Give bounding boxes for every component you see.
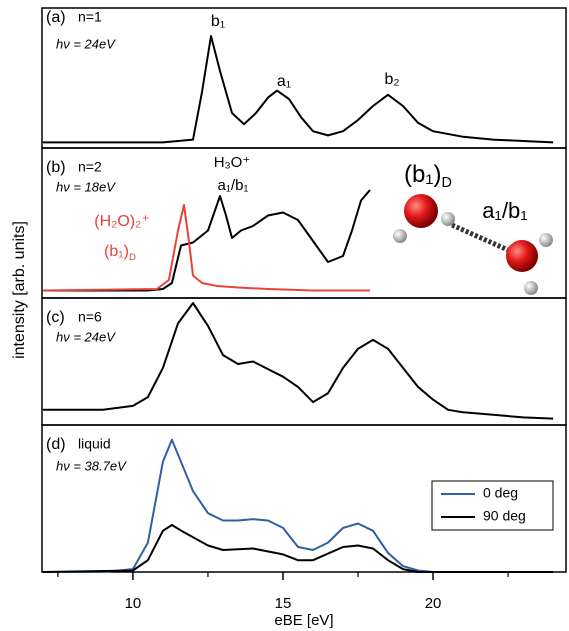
annotation: a₁/b₁ <box>482 198 527 223</box>
panel-label: (c) <box>46 309 65 326</box>
annotation-text: (b₁) <box>404 161 441 188</box>
panel-label: (d) <box>46 436 66 453</box>
panel-frame <box>41 297 567 426</box>
x-tick-label: 15 <box>275 595 292 612</box>
annotation: H₃O⁺ <box>214 154 251 171</box>
photon-energy: hν = 38.7eV <box>56 458 127 473</box>
annotation-subscript: D <box>441 175 451 191</box>
annotation-text: a₁/b₁ <box>218 177 249 194</box>
panel-frame <box>41 424 567 573</box>
data-line <box>42 189 371 292</box>
panel-label: (b) <box>46 159 66 176</box>
annotation: b₁ <box>211 13 225 30</box>
data-line <box>42 524 554 573</box>
annotation-text: b₁ <box>211 13 225 30</box>
panel-subtitle: liquid <box>78 436 111 452</box>
photon-energy: hν = 18eV <box>56 179 116 194</box>
data-line <box>42 35 554 144</box>
panel-subtitle: n=6 <box>78 309 102 325</box>
annotation: (b₁)D <box>104 243 136 262</box>
annotation-subscript: D <box>129 251 136 262</box>
photon-energy: hν = 24eV <box>56 36 116 51</box>
annotation-text: H₃O⁺ <box>214 154 251 171</box>
annotation: a₁/b₁ <box>218 177 249 194</box>
panel-subtitle: n=2 <box>78 159 102 175</box>
legend-label: 0 deg <box>483 485 518 501</box>
data-line <box>42 302 554 420</box>
annotation-text: a₁ <box>277 73 291 90</box>
photon-energy: hν = 24eV <box>56 329 116 344</box>
panel-label: (a) <box>46 9 66 26</box>
y-axis-label: intensity [arb. units] <box>11 221 28 359</box>
legend-box <box>431 480 554 531</box>
annotation: (b₁)D <box>404 161 452 191</box>
annotation: a₁ <box>277 73 291 90</box>
panel-frame <box>41 7 567 149</box>
annotation-text: (b₁) <box>104 243 129 260</box>
annotation: b₂ <box>384 71 399 88</box>
panel-subtitle: n=1 <box>78 9 102 25</box>
annotation-text: a₁/b₁ <box>482 198 527 223</box>
annotation-text: b₂ <box>384 71 399 88</box>
annotation-text: (H₂O)₂⁺ <box>94 213 150 230</box>
data-line <box>42 204 370 292</box>
x-axis-label: eBE [eV] <box>274 612 333 629</box>
x-tick-label: 10 <box>125 595 142 612</box>
legend-label: 90 deg <box>483 508 526 524</box>
x-tick-label: 20 <box>425 595 442 612</box>
data-line <box>42 438 554 573</box>
molecule <box>393 194 553 295</box>
annotation: (H₂O)₂⁺ <box>94 213 150 230</box>
